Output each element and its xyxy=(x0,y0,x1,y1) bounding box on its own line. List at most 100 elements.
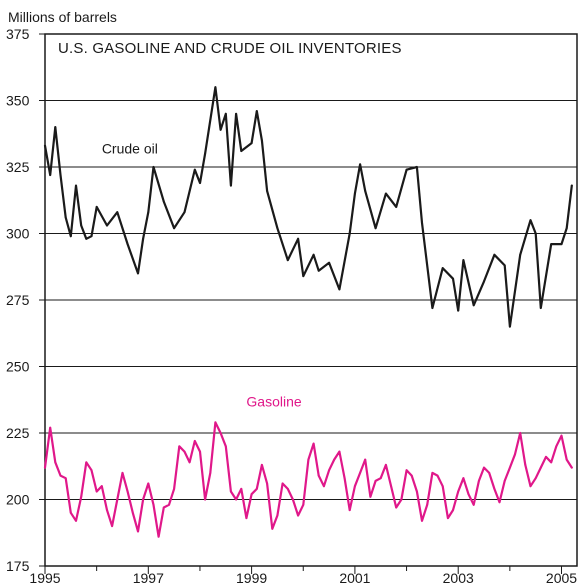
data-point xyxy=(193,440,196,442)
data-point xyxy=(395,206,398,208)
x-tick-label-2003: 2003 xyxy=(443,570,474,586)
data-point xyxy=(302,503,305,506)
data-point xyxy=(168,503,170,506)
data-point xyxy=(173,488,176,490)
data-point xyxy=(80,224,83,227)
data-point xyxy=(390,485,392,488)
data-point xyxy=(493,253,496,256)
data-point xyxy=(142,237,145,240)
data-point xyxy=(421,519,423,522)
data-point xyxy=(157,535,160,538)
data-point xyxy=(514,453,516,456)
data-point xyxy=(385,464,387,466)
data-point xyxy=(560,434,563,437)
data-point xyxy=(240,150,243,152)
data-point xyxy=(137,272,139,275)
data-point xyxy=(483,280,485,283)
data-point xyxy=(152,166,155,168)
data-point xyxy=(452,277,454,280)
data-point xyxy=(80,495,83,498)
data-point xyxy=(472,304,475,307)
data-point xyxy=(441,267,444,269)
data-point xyxy=(374,227,377,230)
data-point xyxy=(550,243,553,246)
data-point xyxy=(565,227,568,230)
data-point xyxy=(478,480,480,482)
data-point xyxy=(106,509,108,511)
data-point xyxy=(467,493,470,496)
data-point xyxy=(343,477,346,480)
series-lines xyxy=(43,86,573,538)
y-tick-label-325: 325 xyxy=(6,159,30,175)
data-point xyxy=(230,184,232,187)
data-point xyxy=(64,216,67,219)
data-point xyxy=(385,192,387,195)
series-label-gasoline: Gasoline xyxy=(246,393,301,409)
data-point xyxy=(49,174,52,176)
data-point xyxy=(519,253,522,256)
data-point xyxy=(519,432,522,434)
data-point xyxy=(142,498,145,501)
data-point xyxy=(317,474,320,477)
data-point xyxy=(462,259,465,261)
data-point xyxy=(147,482,150,485)
data-point xyxy=(219,432,222,434)
data-point xyxy=(405,168,408,171)
data-point xyxy=(493,488,496,490)
data-point xyxy=(178,445,181,448)
data-point xyxy=(219,128,222,131)
data-point xyxy=(116,211,119,214)
data-point xyxy=(550,461,553,464)
data-point xyxy=(173,227,176,230)
data-point xyxy=(90,469,93,472)
data-point xyxy=(85,237,88,240)
data-point xyxy=(261,139,263,142)
x-tick-label-1995: 1995 xyxy=(29,570,60,586)
data-point xyxy=(488,472,491,474)
data-point xyxy=(59,174,62,176)
y-tick-label-375: 375 xyxy=(6,26,30,42)
data-point xyxy=(457,309,460,312)
data-point xyxy=(379,477,382,480)
data-point xyxy=(421,222,423,224)
data-point xyxy=(90,235,93,238)
data-point xyxy=(447,517,449,519)
data-point xyxy=(416,166,418,168)
data-point xyxy=(162,506,165,509)
data-point xyxy=(126,243,129,246)
data-point xyxy=(69,511,72,514)
x-tick-label-1999: 1999 xyxy=(236,570,267,586)
data-point xyxy=(214,421,217,424)
y-tick-label-350: 350 xyxy=(6,93,30,109)
data-point xyxy=(250,142,253,145)
data-point xyxy=(44,466,46,469)
data-point xyxy=(214,86,217,89)
y-tick-label-200: 200 xyxy=(6,492,30,508)
data-point xyxy=(224,445,227,448)
data-point xyxy=(503,480,506,482)
data-point xyxy=(400,498,403,501)
data-point xyxy=(545,456,547,458)
data-point xyxy=(472,503,475,506)
data-point xyxy=(106,224,108,227)
data-point xyxy=(126,490,129,493)
data-point xyxy=(64,477,67,480)
series-label-crude-oil: Crude oil xyxy=(102,141,158,157)
series-crude-oil xyxy=(43,86,573,328)
data-point xyxy=(245,517,248,519)
data-point xyxy=(224,112,227,115)
y-axis-ticks: 175 200 225 250 275 300 325 350 375 xyxy=(6,26,45,574)
x-tick-label-2005: 2005 xyxy=(546,570,577,586)
data-point xyxy=(323,485,325,488)
data-point xyxy=(395,506,398,509)
data-point xyxy=(152,503,155,506)
y-tick-label-250: 250 xyxy=(6,359,30,375)
data-point xyxy=(286,488,289,490)
data-point xyxy=(235,498,238,501)
data-point xyxy=(333,458,336,461)
series-line xyxy=(43,86,573,328)
data-point xyxy=(312,253,315,256)
data-point xyxy=(410,474,413,477)
data-point xyxy=(307,458,310,461)
